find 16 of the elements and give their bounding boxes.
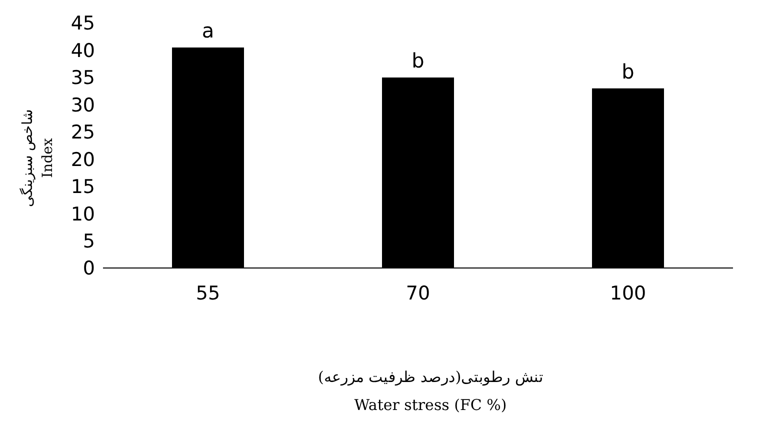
- y-tick-label: 0: [82, 258, 95, 280]
- y-tick-label: 10: [70, 203, 95, 226]
- x-tick-label: 70: [406, 282, 430, 304]
- x-tick-label: 100: [610, 282, 646, 304]
- x-tick-label: 55: [196, 282, 220, 304]
- y-tick-label: 15: [70, 176, 95, 198]
- y-tick-label: 35: [70, 67, 95, 90]
- y-tick-label: 30: [70, 94, 95, 116]
- annotation: b: [412, 48, 424, 72]
- y-tick-label: 5: [82, 230, 95, 253]
- y-tick-label: 25: [70, 122, 95, 144]
- y-tick-label: 40: [70, 40, 95, 62]
- annotation: a: [202, 18, 214, 42]
- y-tick-label: 20: [70, 148, 95, 171]
- y-tick-label: 45: [70, 12, 95, 35]
- annotation: b: [622, 59, 634, 84]
